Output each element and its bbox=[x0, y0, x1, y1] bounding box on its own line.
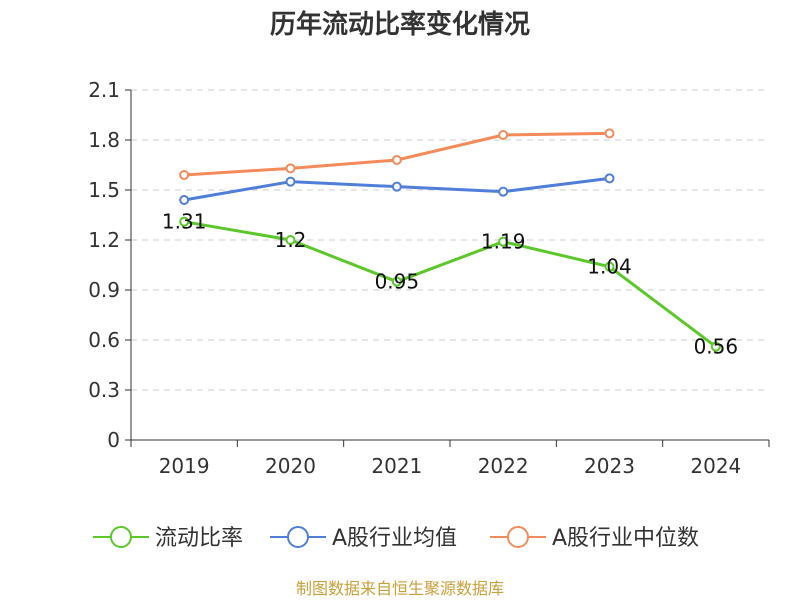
legend[interactable]: 流动比率 A股行业均值 A股行业中位数 bbox=[93, 526, 699, 551]
y-tick-label: 1.2 bbox=[88, 228, 120, 252]
x-tick-label: 2020 bbox=[265, 454, 316, 478]
data-point bbox=[498, 130, 509, 140]
data-point bbox=[179, 195, 190, 205]
legend-label: A股行业均值 bbox=[332, 526, 457, 551]
data-point bbox=[498, 186, 509, 197]
legend-label: 流动比率 bbox=[155, 526, 243, 551]
x-tick-label: 2023 bbox=[584, 454, 635, 478]
data-label: 1.04 bbox=[587, 255, 632, 279]
y-tick-label: 0.6 bbox=[88, 328, 120, 352]
x-tick-label: 2024 bbox=[690, 454, 741, 478]
legend-marker bbox=[110, 526, 132, 548]
data-point bbox=[391, 276, 402, 287]
source-note: 制图数据来自恒生聚源数据库 bbox=[296, 579, 504, 598]
data-point bbox=[604, 261, 615, 272]
data-point bbox=[498, 236, 509, 247]
data-point bbox=[604, 173, 615, 184]
legend-item[interactable]: 流动比率 bbox=[93, 526, 243, 551]
data-point bbox=[710, 341, 721, 352]
chart-title: 历年流动比率变化情况 bbox=[270, 9, 530, 40]
y-tick-label: 1.8 bbox=[88, 128, 120, 152]
x-tick-label: 2021 bbox=[371, 454, 422, 478]
legend-marker bbox=[507, 526, 529, 548]
y-tick-label: 0 bbox=[107, 428, 120, 452]
legend-marker bbox=[287, 526, 309, 548]
grid bbox=[131, 89, 769, 391]
data-label: 1.31 bbox=[162, 210, 207, 234]
data-labels: 1.31 1.2 0.95 1.19 1.04 0.56 bbox=[162, 210, 738, 359]
y-tick-label: 1.5 bbox=[88, 178, 120, 202]
data-point bbox=[285, 176, 296, 187]
data-point bbox=[285, 163, 296, 174]
axes: 0 0.3 0.6 0.9 1.2 1.5 1.8 2.1 2019 2020 2021 2022 20… bbox=[88, 78, 770, 478]
y-tick-label: 0.9 bbox=[88, 278, 120, 302]
data-label: 1.19 bbox=[481, 230, 526, 254]
legend-item[interactable]: A股行业均值 bbox=[270, 526, 457, 551]
data-point bbox=[285, 235, 296, 245]
x-tick-label: 2022 bbox=[478, 454, 529, 478]
legend-label: A股行业中位数 bbox=[552, 526, 699, 551]
data-point bbox=[604, 128, 615, 139]
data-point bbox=[179, 216, 190, 227]
data-point bbox=[391, 181, 402, 192]
series bbox=[179, 128, 721, 352]
data-label: 0.56 bbox=[694, 335, 739, 359]
y-tick-label: 0.3 bbox=[88, 378, 120, 402]
data-point bbox=[179, 170, 190, 180]
legend-item[interactable]: A股行业中位数 bbox=[490, 526, 699, 551]
y-tick-label: 2.1 bbox=[88, 78, 120, 102]
data-label: 0.95 bbox=[375, 270, 420, 294]
data-point bbox=[391, 155, 402, 165]
data-label: 1.2 bbox=[275, 228, 307, 252]
series-line bbox=[182, 220, 718, 349]
x-tick-label: 2019 bbox=[159, 454, 210, 478]
